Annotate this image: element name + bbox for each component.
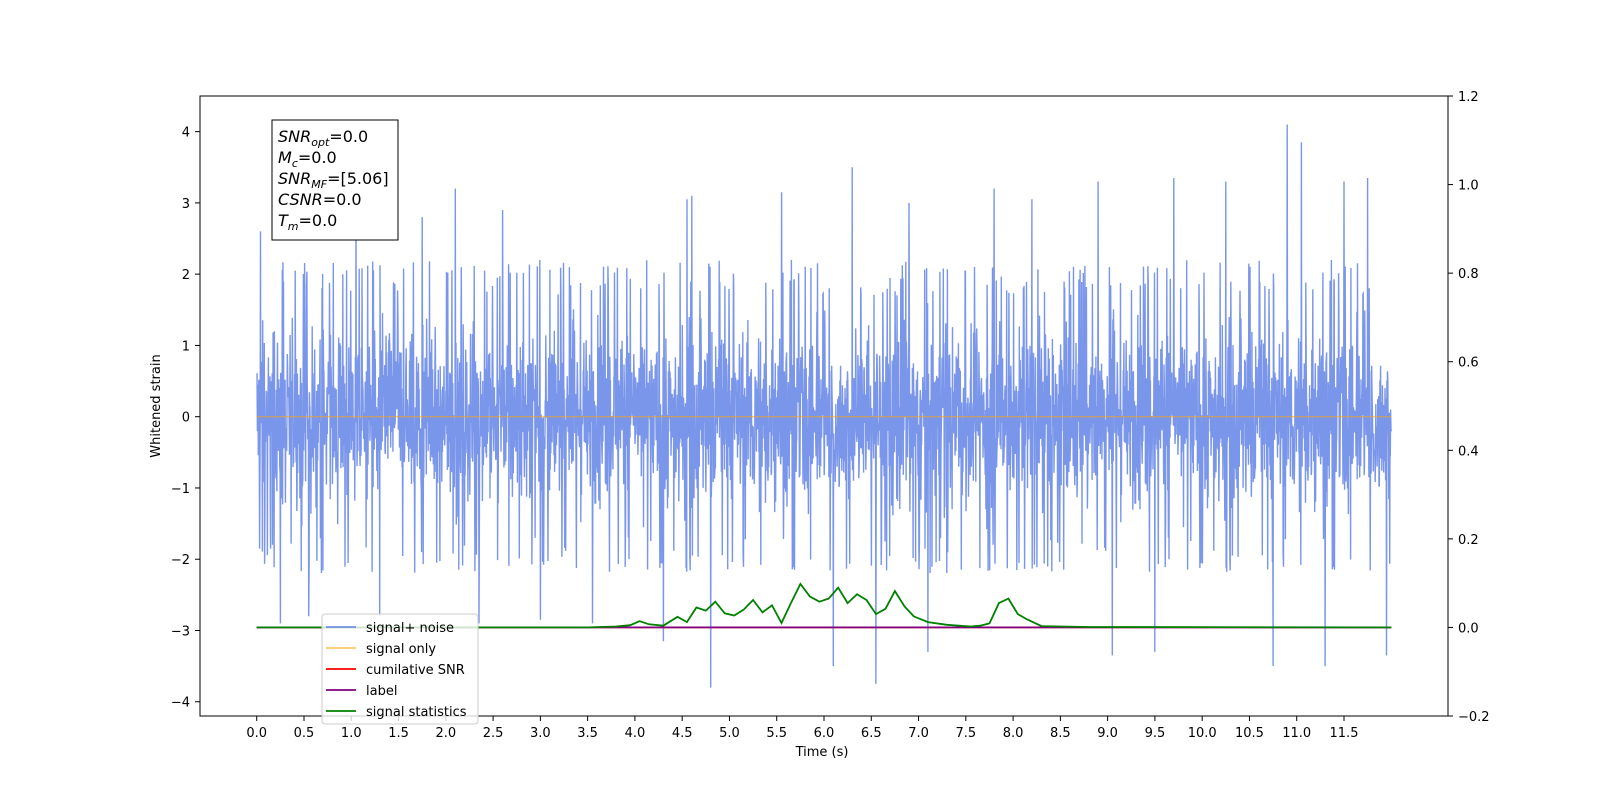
- x-tick-label: 7.0: [908, 726, 929, 741]
- info-subscript: MF: [311, 178, 327, 191]
- legend-label: signal only: [366, 642, 436, 657]
- info-box-frame: [271, 119, 399, 241]
- x-tick-label: 11.0: [1282, 726, 1311, 741]
- x-tick-label: 1.0: [341, 726, 362, 741]
- y2-tick-label: 1.0: [1458, 179, 1479, 194]
- x-tick-label: 11.5: [1330, 726, 1359, 741]
- info-value: =0.0: [329, 127, 368, 146]
- x-tick-label: 7.5: [955, 726, 976, 741]
- info-symbol: CSNR: [278, 190, 323, 209]
- info-symbol: SNR: [278, 127, 311, 146]
- y2-tick-label: 0.0: [1458, 621, 1479, 636]
- x-tick-label: 5.5: [766, 726, 787, 741]
- x-tick-label: 10.0: [1188, 726, 1217, 741]
- y2-tick-label: 0.6: [1458, 356, 1479, 371]
- x-tick-label: 6.5: [861, 726, 882, 741]
- info-subscript: opt: [311, 136, 330, 149]
- y-tick-label: −3: [171, 624, 190, 639]
- x-tick-label: 3.5: [577, 726, 598, 741]
- y-axis-right: 1.2 1.0 0.8 0.6 0.4 0.2 0.0 −0.2: [1448, 90, 1490, 725]
- x-tick-label: 5.0: [719, 726, 740, 741]
- y-tick-label: 4: [182, 126, 190, 141]
- x-tick-label: 0.0: [246, 726, 267, 741]
- info-box-row: Mc=0.0: [278, 148, 337, 170]
- legend-label: signal statistics: [366, 705, 467, 720]
- y2-tick-label: 0.8: [1458, 267, 1479, 282]
- y-axis-left: 4 3 2 1 0 −1 −2 −3 −4: [171, 126, 200, 711]
- y-tick-label: 3: [182, 197, 190, 212]
- info-subscript: c: [292, 157, 298, 170]
- info-box-row: Tm=0.0: [278, 211, 337, 233]
- y-tick-label: −2: [171, 553, 190, 568]
- x-tick-label: 9.0: [1097, 726, 1118, 741]
- x-tick-label: 9.5: [1145, 726, 1166, 741]
- info-value: =[5.06]: [327, 169, 389, 188]
- legend-label: signal+ noise: [366, 621, 454, 636]
- info-value: =0.0: [298, 148, 337, 167]
- x-tick-label: 3.0: [530, 726, 551, 741]
- y-tick-label: −4: [171, 696, 190, 711]
- info-box-row: CSNR=0.0: [278, 190, 362, 209]
- x-axis: 0.0 0.5 1.0 1.5 2.0 2.5 3.0 3.5 4.0 4.5 5.0 5.5 6.0 6…: [246, 716, 1358, 741]
- info-subscript: m: [288, 220, 299, 233]
- y-axis-label: Whitened strain: [149, 354, 164, 457]
- y-tick-label: 1: [182, 339, 190, 354]
- x-tick-label: 1.5: [388, 726, 409, 741]
- legend-label: label: [366, 684, 397, 699]
- y2-tick-label: 1.2: [1458, 90, 1479, 105]
- x-tick-label: 4.5: [672, 726, 693, 741]
- legend-frame: [321, 613, 479, 725]
- x-tick-label: 6.0: [814, 726, 835, 741]
- info-box-row: SNRopt=0.0: [278, 127, 368, 149]
- x-tick-label: 10.5: [1235, 726, 1264, 741]
- info-symbol: SNR: [278, 169, 311, 188]
- x-tick-label: 8.0: [1003, 726, 1024, 741]
- x-axis-label: Time (s): [795, 745, 849, 760]
- y2-tick-label: 0.4: [1458, 444, 1479, 459]
- parameter-info-box: SNRopt=0.0Mc=0.0SNRMF=[5.06]CSNR=0.0Tm=0…: [271, 119, 399, 241]
- x-tick-label: 8.5: [1050, 726, 1071, 741]
- y2-tick-label: −0.2: [1458, 710, 1490, 725]
- y-tick-label: 2: [182, 268, 190, 283]
- info-symbol: M: [278, 148, 292, 167]
- x-tick-label: 2.5: [483, 726, 504, 741]
- info-symbol: T: [278, 211, 289, 230]
- info-value: =0.0: [299, 211, 338, 230]
- info-value: =0.0: [323, 190, 362, 209]
- series-signal-noise-line: [256, 124, 1392, 688]
- y-tick-label: −1: [171, 482, 190, 497]
- x-tick-label: 0.5: [294, 726, 315, 741]
- x-tick-label: 2.0: [435, 726, 456, 741]
- x-tick-label: 4.0: [625, 726, 646, 741]
- y2-tick-label: 0.2: [1458, 533, 1479, 548]
- legend-label: cumilative SNR: [366, 663, 465, 678]
- info-box-row: SNRMF=[5.06]: [278, 169, 389, 191]
- series-signal-statistics-line: [256, 582, 1392, 629]
- y-tick-label: 0: [182, 411, 190, 426]
- legend: signal+ noise signal only cumilative SNR la…: [321, 613, 479, 725]
